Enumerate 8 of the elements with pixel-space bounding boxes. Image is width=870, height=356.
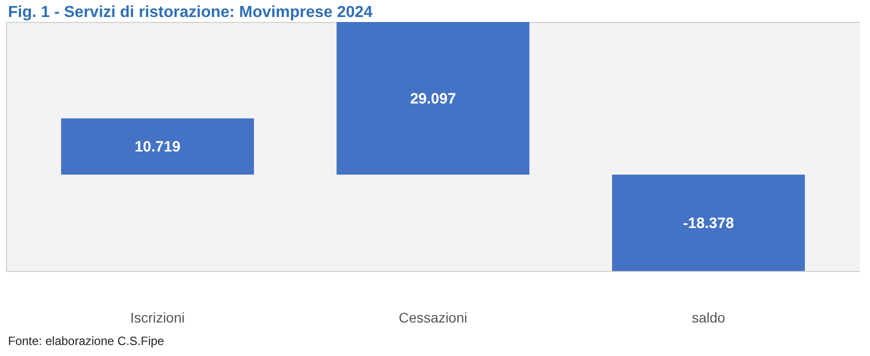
data-label: 29.097: [410, 90, 456, 108]
source-note: Fonte: elaborazione C.S.Fipe: [8, 334, 164, 348]
x-tick-label: Iscrizioni: [130, 310, 185, 326]
x-tick-label: Cessazioni: [398, 310, 468, 326]
chart-title: Fig. 1 - Servizi di ristorazione: Movimprese 2024: [8, 4, 373, 22]
data-label: -18.378: [683, 214, 734, 232]
x-tick-label: saldo: [692, 310, 726, 326]
data-label: 10.719: [134, 138, 180, 156]
